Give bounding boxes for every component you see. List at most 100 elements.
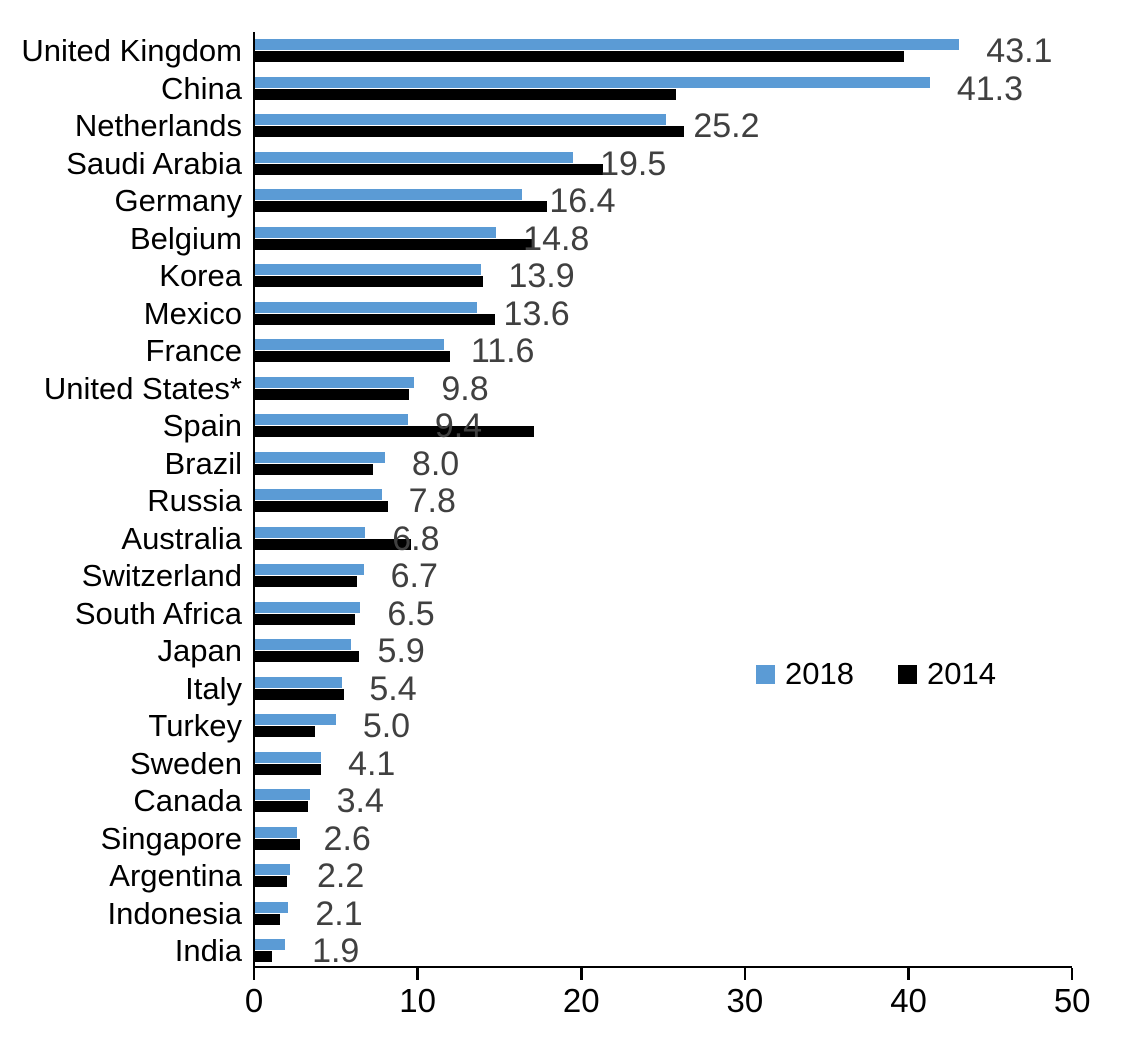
value-label: 43.1 <box>986 32 1053 70</box>
value-label: 8.0 <box>411 444 460 483</box>
bar-2014 <box>255 463 374 475</box>
bar-2018 <box>255 864 290 875</box>
x-tick-label: 40 <box>890 982 927 1019</box>
value-label: 9.4 <box>434 407 483 445</box>
x-tick <box>1070 968 1074 980</box>
bar-2018 <box>255 714 336 725</box>
bar-2014 <box>255 838 300 850</box>
x-tick <box>907 968 910 980</box>
bar-2014 <box>255 726 315 738</box>
bar-2018 <box>255 901 289 913</box>
bar-2018 <box>255 226 497 238</box>
bar-2014 <box>255 913 281 925</box>
legend-label-2018: 2018 <box>785 656 854 691</box>
bar-2018 <box>255 76 930 88</box>
bar-2014 <box>255 126 685 138</box>
x-tick <box>743 968 747 980</box>
legend-label-2014: 2014 <box>926 656 996 691</box>
value-label: 5.4 <box>369 669 417 708</box>
legend-item-2014: 2014 <box>897 656 996 691</box>
category-label: Germany <box>114 183 242 218</box>
value-label: 2.6 <box>323 819 371 858</box>
value-label: 4.1 <box>348 744 396 783</box>
value-label: 25.2 <box>693 107 760 145</box>
value-label: 13.6 <box>503 294 570 333</box>
category-label: Argentina <box>109 858 242 893</box>
bar-2014 <box>255 88 677 100</box>
category-label: Brazil <box>164 445 242 481</box>
bar-2018 <box>255 526 366 538</box>
bar-2014 <box>255 313 495 325</box>
legend-item-2018: 2018 <box>756 657 854 691</box>
y-axis-line <box>252 32 255 968</box>
bar-2014 <box>255 613 356 625</box>
value-label: 1.9 <box>312 932 360 970</box>
x-tick-label: 20 <box>562 982 600 1019</box>
value-label: 6.7 <box>390 557 438 595</box>
value-label: 11.6 <box>470 332 535 370</box>
bar-2014 <box>255 163 603 175</box>
legend: 2018 2014 <box>756 657 996 691</box>
value-label: 5.0 <box>362 707 411 745</box>
value-label: 13.9 <box>508 257 575 295</box>
bar-2018 <box>255 376 415 388</box>
bar-2014 <box>255 51 904 63</box>
category-label: Netherlands <box>74 108 242 143</box>
category-label: Saudi Arabia <box>66 145 242 181</box>
bar-2014 <box>255 426 534 438</box>
value-label: 16.4 <box>549 182 616 220</box>
category-label: Indonesia <box>107 895 242 931</box>
bar-2014 <box>255 651 359 663</box>
bar-2018 <box>255 489 382 500</box>
bar-2014 <box>255 688 344 700</box>
value-label: 6.5 <box>387 594 435 633</box>
category-label: Italy <box>185 670 242 706</box>
value-label: 5.9 <box>377 632 425 670</box>
bar-2014 <box>255 876 287 888</box>
bar-2014 <box>255 801 308 813</box>
value-label: 6.8 <box>392 519 440 558</box>
bar-2018 <box>255 151 574 163</box>
bar-2018 <box>255 339 444 350</box>
bar-2018 <box>255 114 667 125</box>
bar-2018 <box>255 676 343 688</box>
bar-2018 <box>255 451 385 463</box>
category-label: China <box>161 70 242 106</box>
x-tick-label: 30 <box>726 982 764 1019</box>
x-tick <box>252 968 256 980</box>
bar-2014 <box>255 388 410 400</box>
category-label: Spain <box>162 408 242 443</box>
category-label: Canada <box>133 783 242 818</box>
value-label: 7.8 <box>408 482 456 520</box>
bar-2014 <box>255 763 322 775</box>
bar-2014 <box>255 276 484 288</box>
legend-swatch-2018 <box>756 664 775 684</box>
category-label: United Kingdom <box>21 33 242 68</box>
value-label: 19.5 <box>600 144 667 183</box>
bar-2018 <box>255 301 477 313</box>
bar-2014 <box>255 576 358 588</box>
category-label: Turkey <box>148 708 242 743</box>
bar-2014 <box>255 201 547 213</box>
bar-2018 <box>255 601 361 613</box>
category-label: Korea <box>159 258 242 293</box>
category-label: India <box>174 933 242 968</box>
bar-2014 <box>255 238 534 250</box>
category-label: Sweden <box>129 745 242 781</box>
x-tick-label: 10 <box>399 982 436 1019</box>
category-label: Switzerland <box>81 558 242 593</box>
value-label: 3.4 <box>336 782 384 820</box>
x-tick <box>580 968 583 980</box>
value-label: 9.8 <box>441 369 489 408</box>
bar-2014 <box>255 501 389 513</box>
category-label: Russia <box>147 483 242 518</box>
bar-2018 <box>255 564 364 575</box>
bar-2018 <box>255 189 523 200</box>
category-label: South Africa <box>74 595 242 631</box>
category-label: Singapore <box>100 820 242 856</box>
bar-2014 <box>255 951 272 963</box>
value-label: 2.1 <box>315 894 363 933</box>
value-label: 14.8 <box>523 219 590 258</box>
bar-2014 <box>255 351 451 363</box>
